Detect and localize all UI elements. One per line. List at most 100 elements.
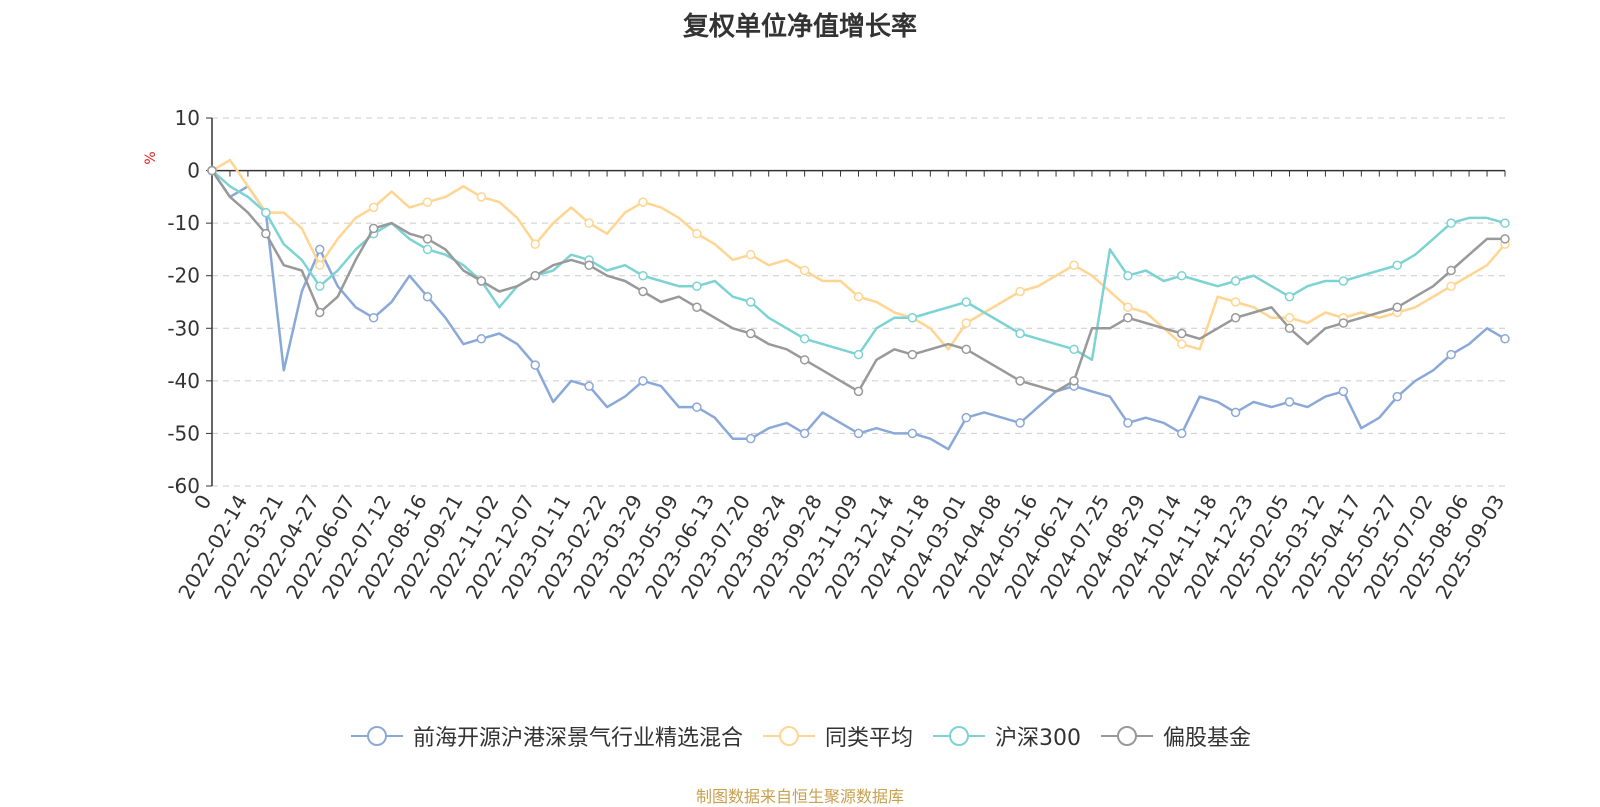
line-chart: 100-10-20-30-40-50-60%02022-02-142022-03… [143,106,1510,603]
data-point [1338,276,1349,286]
data-point [799,355,810,365]
chart-legend: 前海开源沪港深景气行业精选混合 同类平均 沪深300 偏股基金 [0,720,1600,752]
data-point [1015,418,1025,428]
data-point [530,270,540,281]
legend-label-equity-fund: 偏股基金 [1163,726,1252,751]
series-line-1 [211,158,1506,351]
data-point [692,302,702,313]
data-point [692,402,702,412]
series-line-0 [210,169,1506,451]
data-point [261,228,271,239]
data-point [1392,302,1402,313]
data-point [1500,334,1510,344]
data-point [1230,407,1241,418]
data-point [961,318,971,328]
data-point [907,349,918,360]
legend-marker-equity-fund [1101,726,1153,746]
legend-marker-fund [350,726,403,746]
data-point [853,428,864,439]
data-point [476,192,487,202]
data-point [907,428,918,439]
data-point [1069,344,1079,355]
legend-item-equity-fund[interactable]: 偏股基金 [1099,720,1251,752]
data-point [746,433,756,444]
data-point [799,428,810,439]
legend-marker-peer-average [762,726,815,746]
data-point [368,202,379,213]
data-point [422,234,433,244]
data-point [1123,313,1133,323]
data-point [1069,376,1079,386]
data-point [1338,318,1349,328]
data-point [1446,218,1456,228]
data-point [1177,339,1187,349]
data-point [1230,313,1241,323]
data-point [530,239,540,249]
data-point [315,260,325,270]
legend-label-fund: 前海开源沪港深景气行业精选混合 [412,726,743,751]
data-point [1338,386,1349,397]
y-tick-label: -20 [167,264,200,288]
data-point [1230,297,1241,307]
data-point [315,244,325,255]
y-tick-label: -30 [167,316,200,340]
data-point [1284,323,1295,334]
data-point [638,376,648,386]
legend-label-peer-average: 同类平均 [824,726,913,751]
legend-label-csi300: 沪深300 [995,726,1081,751]
y-tick-label: 0 [187,159,200,183]
data-point [853,349,864,360]
y-tick-label: -50 [167,421,200,445]
data-point [1230,276,1241,286]
data-point [638,270,648,281]
data-point [584,381,594,391]
data-point [961,297,971,307]
data-point [1177,328,1187,339]
legend-item-peer-average[interactable]: 同类平均 [761,720,913,752]
data-point [961,344,971,355]
data-point [1284,397,1295,407]
data-point [692,228,702,239]
data-point [1015,286,1025,297]
data-point [1177,270,1187,281]
data-point [746,249,756,260]
data-point [315,307,325,318]
data-point [799,334,810,344]
data-point [422,244,433,255]
data-point [746,297,756,307]
data-point [530,360,540,370]
data-point [1392,260,1402,270]
data-point [315,281,325,291]
y-axis-unit: % [143,151,159,164]
data-point [1123,302,1133,313]
data-point [1069,260,1079,270]
data-point [368,223,379,234]
data-point [261,207,271,218]
data-point [1123,418,1133,428]
data-point [422,291,433,302]
legend-item-csi300[interactable]: 沪深300 [931,720,1081,752]
data-point [1284,291,1295,302]
data-point [1015,328,1025,339]
series-line-2 [211,169,1506,362]
data-point [476,334,487,344]
data-point [692,281,702,291]
chart-title: 复权单位净值增长率 [682,12,917,42]
data-point [1177,428,1187,439]
data-point [368,313,379,323]
data-point [1446,349,1456,360]
data-point [853,291,864,302]
data-point [907,313,918,323]
data-point [422,197,433,207]
data-point [638,197,648,207]
data-point [638,286,648,297]
data-point [584,260,594,270]
data-point [1446,265,1456,276]
data-point [1284,313,1295,323]
data-point [746,328,756,339]
legend-item-fund[interactable]: 前海开源沪港深景气行业精选混合 [349,720,743,752]
data-point [799,265,810,276]
data-point [1392,391,1402,402]
data-point [1015,376,1025,386]
x-tick-label: 0 [189,491,216,514]
